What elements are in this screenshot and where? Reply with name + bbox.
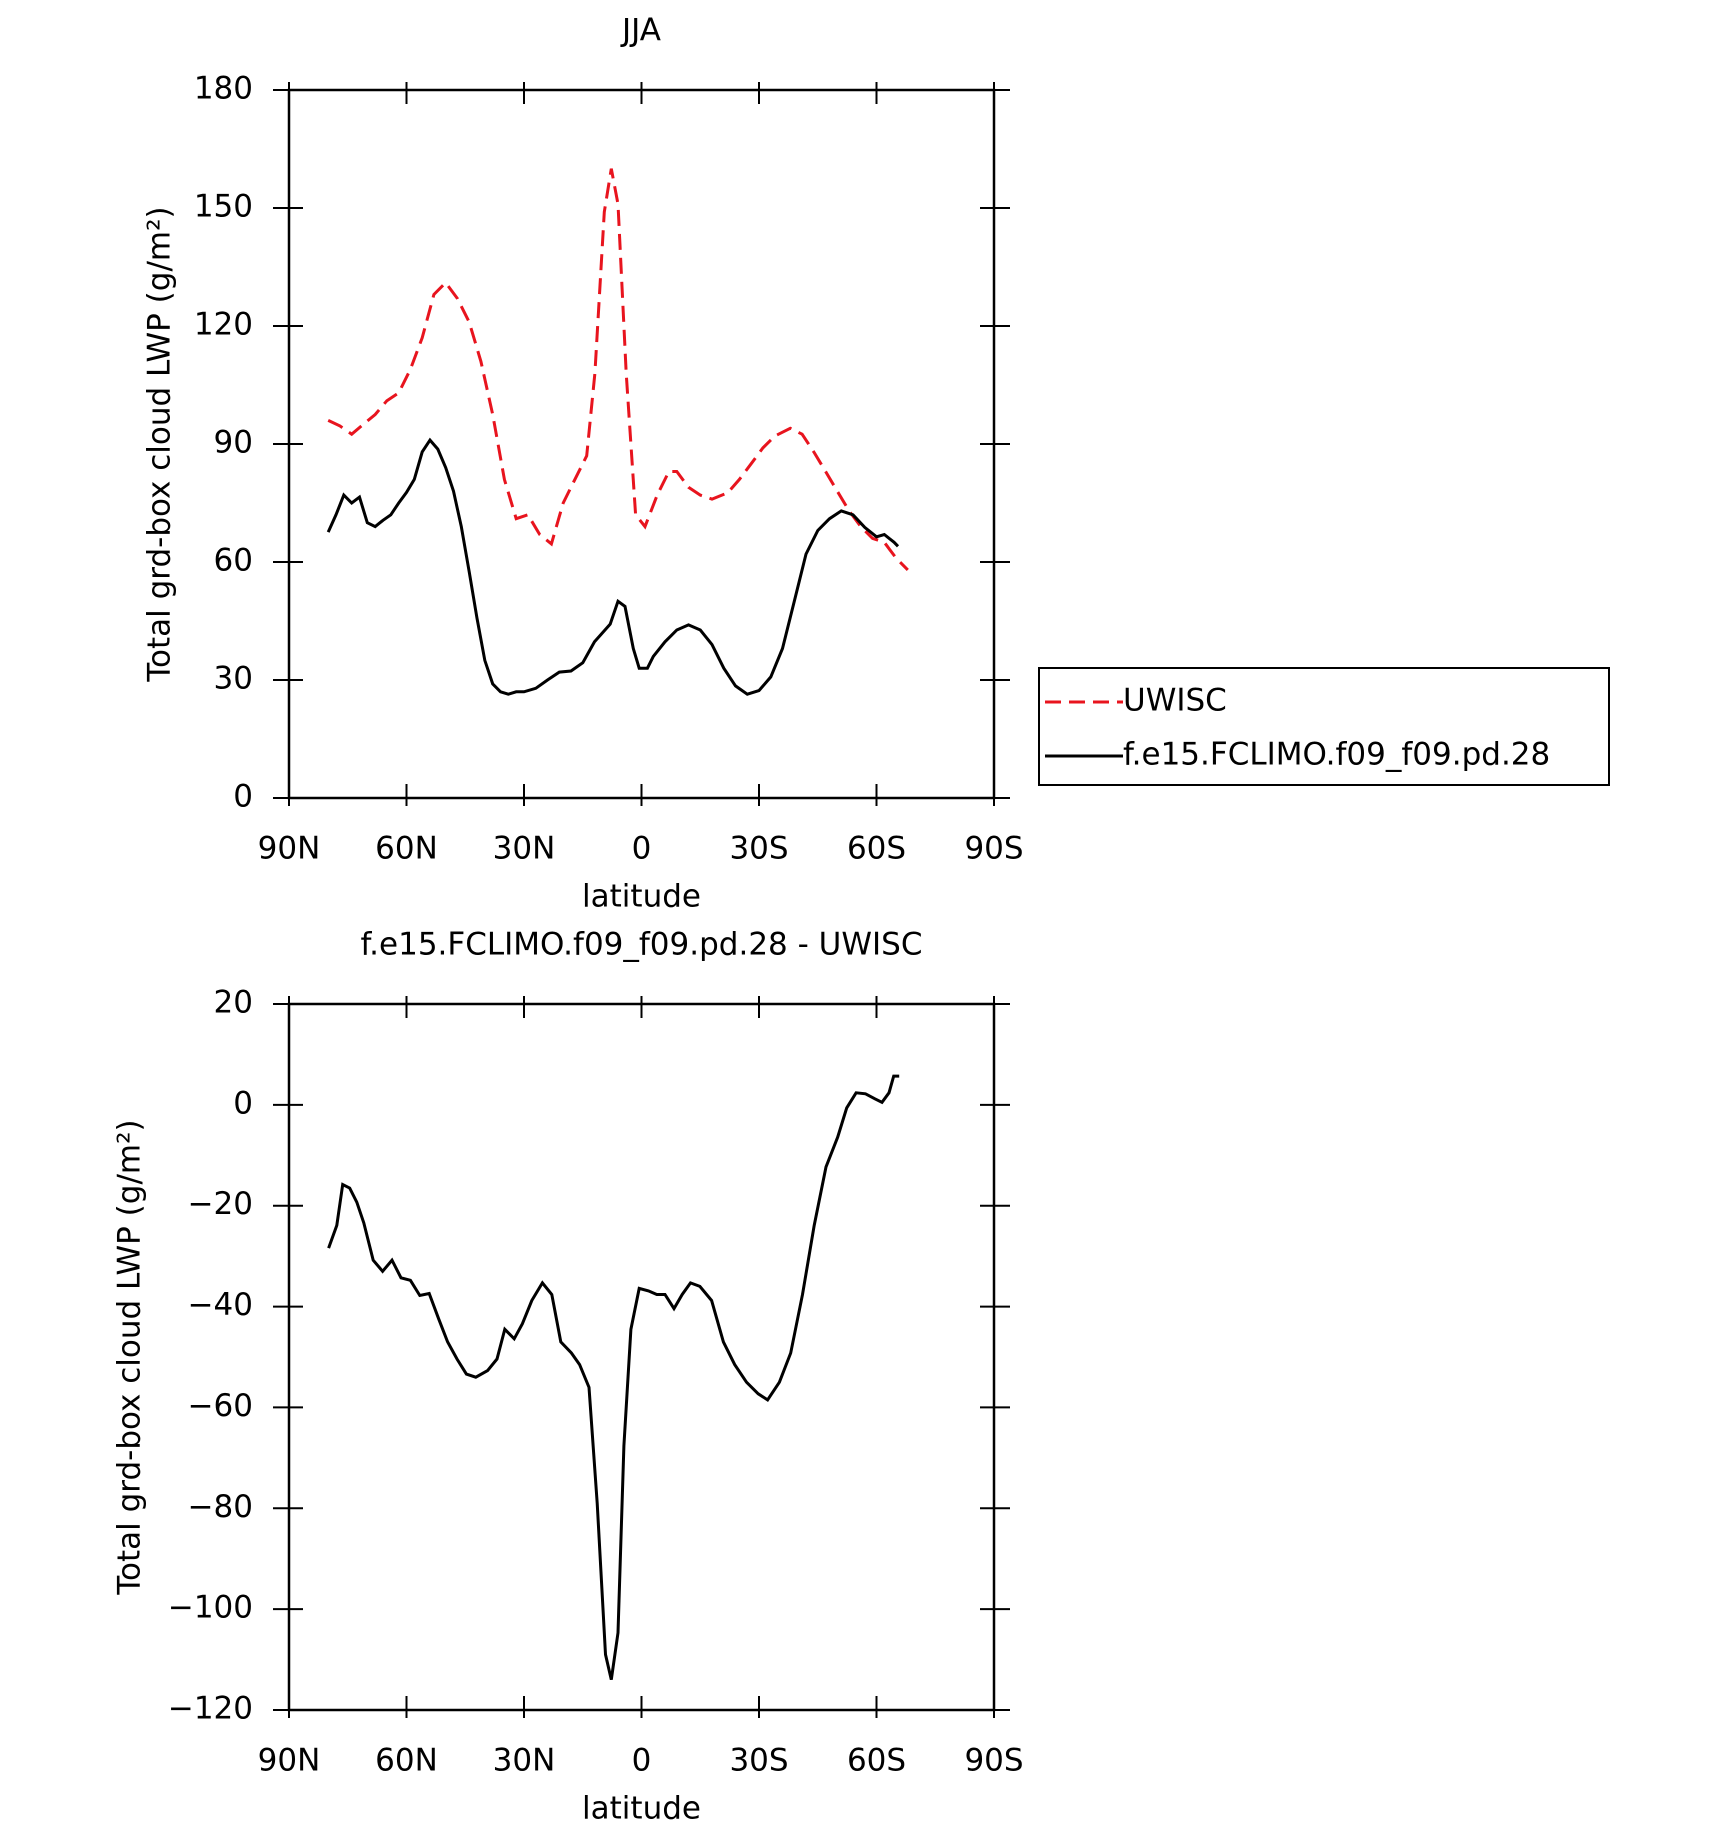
x-tick-label: 30S <box>729 831 788 867</box>
chart-title: f.e15.FCLIMO.f09_f09.pd.28 - UWISC <box>361 927 923 963</box>
plot-frame <box>287 1002 996 1712</box>
data-line <box>327 1074 900 1681</box>
x-tick-label: 60N <box>375 1743 438 1779</box>
x-axis-label: latitude <box>582 1791 701 1822</box>
x-axis-label: latitude <box>582 879 701 915</box>
chart-title: JJA <box>620 13 661 49</box>
legend-label: UWISC <box>1123 683 1227 719</box>
y-tick-label: 20 <box>214 985 253 1021</box>
y-tick-label: 0 <box>233 1085 253 1121</box>
y-tick-label: −120 <box>168 1691 253 1727</box>
y-tick-label: 180 <box>194 71 253 107</box>
y-tick-label: 150 <box>194 189 253 225</box>
x-tick-label: 30N <box>493 831 556 867</box>
data-line <box>326 437 900 696</box>
legend-label: f.e15.FCLIMO.f09_f09.pd.28 <box>1123 737 1550 773</box>
x-tick-label: 30N <box>493 1743 556 1779</box>
y-tick-label: −60 <box>188 1388 253 1424</box>
x-tick-label: 90S <box>964 1743 1023 1779</box>
x-tick-label: 0 <box>632 831 652 867</box>
x-tick-label: 60S <box>847 1743 906 1779</box>
y-axis-label: Total grd-box cloud LWP (g/m²) <box>142 206 178 682</box>
x-tick-label: 90N <box>258 831 321 867</box>
plot-frame <box>287 88 996 800</box>
y-tick-label: −100 <box>168 1590 253 1626</box>
y-tick-label: −80 <box>188 1489 253 1525</box>
x-tick-label: 30S <box>729 1743 788 1779</box>
y-tick-label: −20 <box>188 1186 253 1222</box>
x-tick-label: 90N <box>258 1743 321 1779</box>
y-tick-label: 90 <box>214 425 253 461</box>
y-tick-label: 60 <box>214 543 253 579</box>
y-tick-label: 0 <box>233 779 253 815</box>
x-tick-label: 90S <box>964 831 1023 867</box>
y-tick-label: −40 <box>188 1287 253 1323</box>
x-tick-label: 60S <box>847 831 906 867</box>
y-tick-label: 120 <box>194 307 253 343</box>
x-tick-label: 60N <box>375 831 438 867</box>
legend-box <box>1038 667 1610 786</box>
y-tick-label: 30 <box>214 661 253 697</box>
y-axis-label: Total grd-box cloud LWP (g/m²) <box>112 1119 148 1595</box>
x-tick-label: 0 <box>632 1743 652 1779</box>
data-line <box>327 168 909 571</box>
